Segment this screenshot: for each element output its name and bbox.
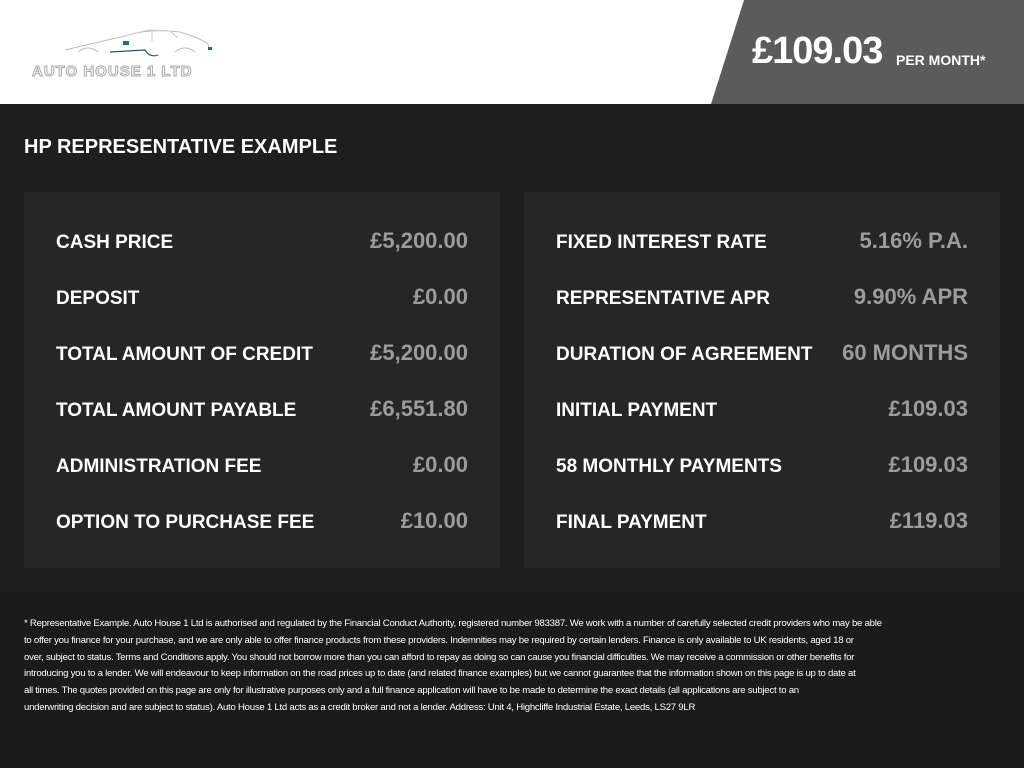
finance-row: FIXED INTEREST RATE 5.16% P.A. [556,228,968,258]
row-value: £6,551.80 [370,396,468,421]
row-label: OPTION TO PURCHASE FEE [56,512,315,533]
disclaimer-line: to offer you finance for your purchase, … [24,634,854,646]
row-value: £5,200.00 [370,228,468,253]
disclaimer: * Representative Example. Auto House 1 L… [24,616,1014,717]
row-value: £0.00 [412,284,468,309]
disclaimer-line: * Representative Example. Auto House 1 L… [24,618,882,629]
disclaimer-line: introducing you to a lender. We will end… [24,668,856,680]
row-value: 5.16% P.A. [859,228,968,253]
row-label: TOTAL AMOUNT OF CREDIT [56,344,313,365]
price-band [711,0,1024,104]
monthly-price: £109.03 [752,30,883,72]
row-label: DEPOSIT [56,288,140,309]
finance-row: INITIAL PAYMENT £109.03 [556,396,968,426]
finance-row: DURATION OF AGREEMENT 60 MONTHS [556,340,968,370]
row-value: £0.00 [412,452,468,477]
per-month-label: PER MONTH* [896,52,986,68]
row-value: £109.03 [888,452,968,477]
row-label: TOTAL AMOUNT PAYABLE [56,400,297,421]
finance-row: TOTAL AMOUNT PAYABLE £6,551.80 [56,396,468,426]
finance-row: TOTAL AMOUNT OF CREDIT £5,200.00 [56,340,468,370]
footer [0,592,1024,768]
row-value: 9.90% APR [853,284,968,309]
row-label: CASH PRICE [56,232,174,253]
disclaimer-line: all times. The quotes provided on this p… [24,685,799,697]
section-title: HP REPRESENTATIVE EXAMPLE [24,136,338,158]
row-label: REPRESENTATIVE APR [556,288,770,309]
finance-row: DEPOSIT £0.00 [56,284,468,314]
row-label: 58 MONTHLY PAYMENTS [556,456,782,477]
row-value: £10.00 [400,508,468,533]
row-label: FIXED INTEREST RATE [556,232,767,253]
row-label: FINAL PAYMENT [556,512,707,533]
row-label: DURATION OF AGREEMENT [556,344,813,365]
disclaimer-line: underwriting decision and are subject to… [24,701,696,713]
finance-row: 58 MONTHLY PAYMENTS £109.03 [556,452,968,482]
row-label: INITIAL PAYMENT [556,400,718,421]
row-value: £109.03 [888,396,968,421]
row-label: ADMINISTRATION FEE [56,456,262,477]
left-panel: CASH PRICE £5,200.00 DEPOSIT £0.00 TOTAL AMO… [24,192,500,568]
logo-text: AUTO HOUSE 1 LTD [31,63,193,81]
finance-row: FINAL PAYMENT £119.03 [556,508,968,538]
disclaimer-line: over, subject to status. Terms and Condi… [24,651,855,663]
car-logo-icon [64,29,212,57]
finance-row: OPTION TO PURCHASE FEE £10.00 [56,508,468,538]
right-panel: FIXED INTEREST RATE 5.16% P.A. REPRESENTAT… [524,192,1000,568]
row-value: £5,200.00 [370,340,468,365]
finance-row: CASH PRICE £5,200.00 [56,228,468,258]
row-value: £119.03 [889,508,968,533]
row-value: 60 MONTHS [842,340,968,365]
finance-row: ADMINISTRATION FEE £0.00 [56,452,468,482]
finance-row: REPRESENTATIVE APR 9.90% APR [556,284,968,314]
